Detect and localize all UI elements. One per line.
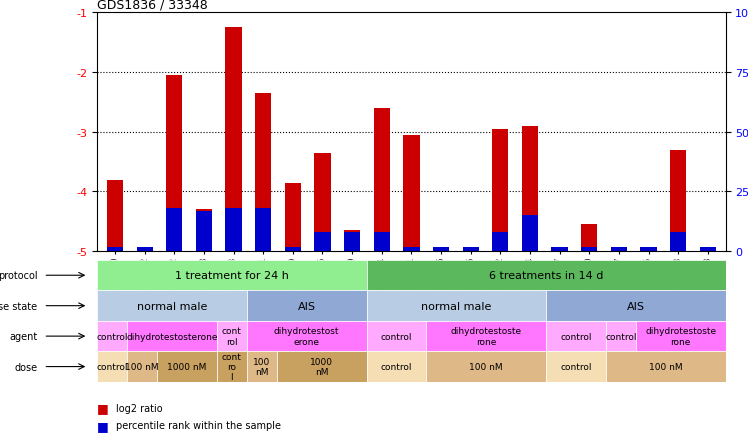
Text: normal male: normal male <box>421 301 491 311</box>
Text: protocol: protocol <box>0 271 37 280</box>
Bar <box>426 321 546 352</box>
Bar <box>492 233 509 252</box>
Text: control: control <box>96 332 128 341</box>
Bar <box>127 352 157 382</box>
Text: dihydrotestosterone: dihydrotestosterone <box>126 332 218 341</box>
Text: ■: ■ <box>97 401 109 414</box>
Text: dihydrotestoste
rone: dihydrotestoste rone <box>645 327 717 346</box>
Bar <box>462 247 479 252</box>
Bar <box>699 247 716 252</box>
Text: ■: ■ <box>97 419 109 432</box>
Bar <box>127 321 217 352</box>
Bar <box>433 247 450 252</box>
Bar <box>314 153 331 252</box>
Bar <box>97 291 247 321</box>
Bar <box>403 247 420 252</box>
Text: 100 nM: 100 nM <box>470 362 503 371</box>
Bar <box>217 352 247 382</box>
Text: 6 treatments in 14 d: 6 treatments in 14 d <box>489 271 603 280</box>
Bar <box>546 321 606 352</box>
Bar <box>314 233 331 252</box>
Bar <box>136 247 153 252</box>
Bar <box>546 291 726 321</box>
Text: agent: agent <box>9 332 37 341</box>
Bar <box>344 233 361 252</box>
Bar <box>107 247 123 252</box>
Bar <box>277 352 367 382</box>
Text: AIS: AIS <box>627 301 645 311</box>
Text: dihydrotestoste
rone: dihydrotestoste rone <box>450 327 522 346</box>
Bar <box>196 210 212 252</box>
Text: 100 nM: 100 nM <box>126 362 159 371</box>
Bar <box>606 352 726 382</box>
Bar <box>344 231 361 252</box>
Bar <box>636 321 726 352</box>
Bar <box>285 247 301 252</box>
Text: control: control <box>381 332 412 341</box>
Text: control: control <box>560 362 592 371</box>
Text: 100 nM: 100 nM <box>649 362 682 371</box>
Text: cont
ro
l: cont ro l <box>222 352 242 381</box>
Text: dihydrotestost
erone: dihydrotestost erone <box>274 327 340 346</box>
Bar <box>403 135 420 252</box>
Bar <box>670 233 686 252</box>
Bar <box>97 352 127 382</box>
Text: 1000 nM: 1000 nM <box>168 362 206 371</box>
Text: control: control <box>605 332 637 341</box>
Bar <box>196 211 212 252</box>
Text: control: control <box>381 362 412 371</box>
Bar <box>522 126 538 252</box>
Text: 100
nM: 100 nM <box>253 357 271 376</box>
Bar <box>367 321 426 352</box>
Bar <box>217 321 247 352</box>
Bar <box>426 352 546 382</box>
Text: disease state: disease state <box>0 301 37 311</box>
Bar <box>247 321 367 352</box>
Text: control: control <box>96 362 128 371</box>
Bar <box>367 260 726 291</box>
Bar <box>610 247 627 252</box>
Text: 1000
nM: 1000 nM <box>310 357 333 376</box>
Bar <box>97 321 127 352</box>
Bar <box>492 129 509 252</box>
Bar <box>522 216 538 252</box>
Bar <box>551 247 568 252</box>
Bar <box>546 352 606 382</box>
Bar <box>581 247 598 252</box>
Bar <box>247 352 277 382</box>
Bar <box>640 247 657 252</box>
Bar <box>97 260 367 291</box>
Bar <box>373 233 390 252</box>
Text: cont
rol: cont rol <box>222 327 242 346</box>
Text: log2 ratio: log2 ratio <box>116 403 162 413</box>
Bar <box>367 352 426 382</box>
Bar <box>606 321 636 352</box>
Bar <box>166 209 183 252</box>
Text: dose: dose <box>14 362 37 372</box>
Bar <box>581 225 598 252</box>
Bar <box>225 28 242 252</box>
Bar <box>367 291 546 321</box>
Text: GDS1836 / 33348: GDS1836 / 33348 <box>97 0 208 12</box>
Bar <box>107 180 123 252</box>
Bar <box>166 76 183 252</box>
Text: 1 treatment for 24 h: 1 treatment for 24 h <box>175 271 289 280</box>
Bar <box>255 209 272 252</box>
Bar <box>285 183 301 252</box>
Bar <box>670 150 686 252</box>
Bar <box>373 108 390 252</box>
Text: AIS: AIS <box>298 301 316 311</box>
Bar <box>157 352 217 382</box>
Text: percentile rank within the sample: percentile rank within the sample <box>116 421 281 430</box>
Text: normal male: normal male <box>137 301 207 311</box>
Bar <box>255 94 272 252</box>
Text: control: control <box>560 332 592 341</box>
Bar <box>247 291 367 321</box>
Bar <box>225 209 242 252</box>
